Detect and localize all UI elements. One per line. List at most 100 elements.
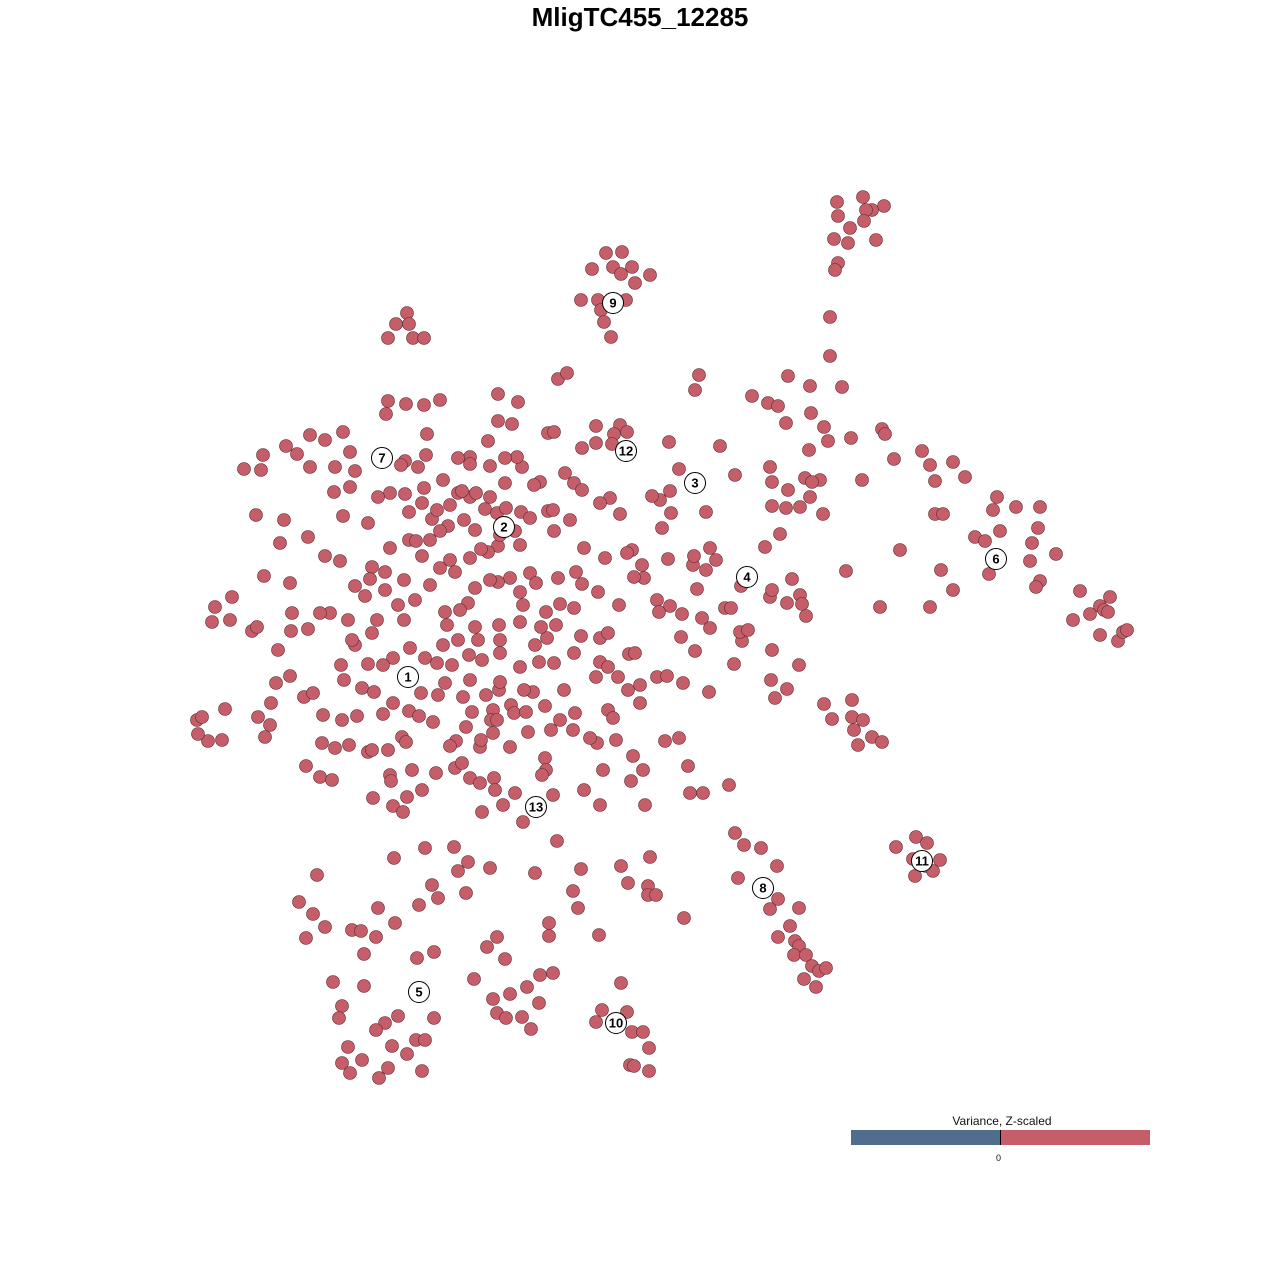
data-point — [845, 693, 859, 707]
data-point — [468, 581, 482, 595]
data-point — [383, 486, 397, 500]
data-point — [475, 805, 489, 819]
data-point — [521, 725, 535, 739]
data-point — [923, 458, 937, 472]
data-point — [372, 1071, 386, 1085]
data-point — [624, 774, 638, 788]
data-point — [936, 507, 950, 521]
data-point — [400, 1047, 414, 1061]
data-point — [546, 788, 560, 802]
data-point — [915, 444, 929, 458]
data-point — [611, 670, 625, 684]
data-point — [348, 464, 362, 478]
data-point — [365, 560, 379, 574]
data-point — [1073, 584, 1087, 598]
data-point — [675, 607, 689, 621]
data-point — [672, 462, 686, 476]
data-point — [430, 656, 444, 670]
data-point — [430, 503, 444, 517]
data-point — [908, 869, 922, 883]
data-point — [467, 972, 481, 986]
data-point — [532, 996, 546, 1010]
data-point — [703, 621, 717, 635]
cluster-label-text: 12 — [619, 444, 633, 459]
data-point — [345, 633, 359, 647]
data-point — [1101, 605, 1115, 619]
data-point — [465, 705, 479, 719]
data-point — [201, 734, 215, 748]
data-point — [503, 740, 517, 754]
cluster-label-text: 10 — [609, 1016, 623, 1031]
data-point — [1025, 536, 1039, 550]
data-point — [378, 565, 392, 579]
data-point — [365, 743, 379, 757]
data-point — [419, 448, 433, 462]
data-point — [313, 770, 327, 784]
data-point — [771, 892, 785, 906]
data-point — [316, 708, 330, 722]
data-point — [361, 516, 375, 530]
cluster-label-text: 8 — [759, 881, 766, 896]
data-point — [483, 459, 497, 473]
data-point — [433, 561, 447, 575]
data-point — [688, 644, 702, 658]
data-point — [765, 475, 779, 489]
data-point — [284, 624, 298, 638]
data-point — [643, 268, 657, 282]
data-point — [277, 513, 291, 527]
cluster-label-text: 6 — [992, 552, 999, 567]
cluster-label-badge — [493, 516, 515, 538]
data-point — [625, 260, 639, 274]
data-point — [780, 682, 794, 696]
data-point — [208, 600, 222, 614]
data-point — [524, 1022, 538, 1036]
data-point — [451, 864, 465, 878]
data-point — [205, 615, 219, 629]
data-point — [577, 783, 591, 797]
data-point — [389, 317, 403, 331]
data-point — [251, 710, 265, 724]
data-point — [658, 734, 672, 748]
data-point — [328, 741, 342, 755]
data-point — [722, 778, 736, 792]
data-point — [615, 245, 629, 259]
data-point — [336, 509, 350, 523]
data-point — [279, 439, 293, 453]
data-point — [593, 798, 607, 812]
data-point — [844, 431, 858, 445]
data-point — [474, 733, 488, 747]
data-point — [369, 930, 383, 944]
data-point — [418, 1033, 432, 1047]
data-point — [558, 466, 572, 480]
data-point — [378, 1016, 392, 1030]
data-point — [483, 490, 497, 504]
data-point — [334, 658, 348, 672]
cluster-label: 8 — [752, 877, 774, 899]
data-point — [620, 425, 634, 439]
data-point — [385, 1039, 399, 1053]
cluster-label: 11 — [911, 850, 933, 872]
data-point — [527, 478, 541, 492]
data-point — [923, 600, 937, 614]
data-point — [408, 593, 422, 607]
data-point — [773, 527, 787, 541]
data-point — [946, 455, 960, 469]
data-point — [429, 766, 443, 780]
data-point — [475, 653, 489, 667]
data-point — [493, 646, 507, 660]
data-point — [223, 613, 237, 627]
data-point — [215, 733, 229, 747]
data-point — [381, 394, 395, 408]
data-point — [447, 840, 461, 854]
data-point — [683, 786, 697, 800]
data-point — [337, 673, 351, 687]
data-point — [513, 660, 527, 674]
data-point — [515, 1010, 529, 1024]
cluster-label: 1 — [397, 666, 419, 688]
data-point — [642, 1064, 656, 1078]
cluster-label-text: 9 — [609, 296, 616, 311]
data-point — [383, 541, 397, 555]
data-point — [425, 878, 439, 892]
data-point — [946, 583, 960, 597]
data-point — [487, 771, 501, 785]
